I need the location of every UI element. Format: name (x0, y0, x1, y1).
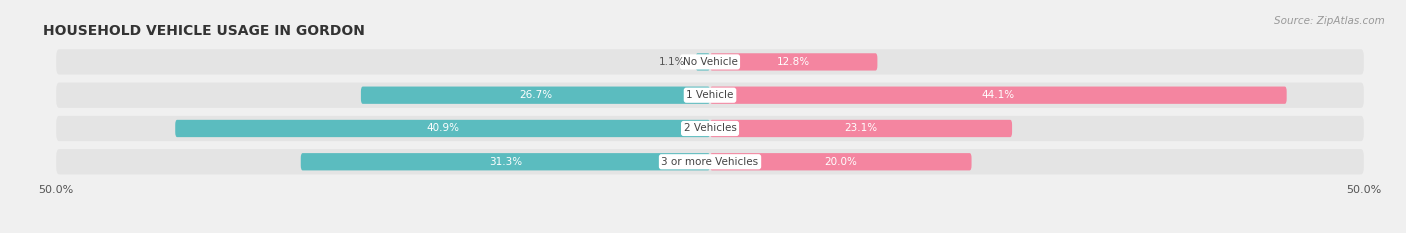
FancyBboxPatch shape (56, 116, 1364, 141)
Text: HOUSEHOLD VEHICLE USAGE IN GORDON: HOUSEHOLD VEHICLE USAGE IN GORDON (44, 24, 366, 38)
FancyBboxPatch shape (710, 86, 1286, 104)
Text: 26.7%: 26.7% (519, 90, 553, 100)
FancyBboxPatch shape (56, 49, 1364, 75)
FancyBboxPatch shape (56, 149, 1364, 175)
FancyBboxPatch shape (710, 120, 1012, 137)
FancyBboxPatch shape (710, 53, 877, 71)
FancyBboxPatch shape (361, 86, 710, 104)
Text: 20.0%: 20.0% (824, 157, 858, 167)
Text: 2 Vehicles: 2 Vehicles (683, 123, 737, 134)
Text: 1.1%: 1.1% (658, 57, 685, 67)
Text: 31.3%: 31.3% (489, 157, 522, 167)
Text: 23.1%: 23.1% (845, 123, 877, 134)
Text: 44.1%: 44.1% (981, 90, 1015, 100)
Text: 1 Vehicle: 1 Vehicle (686, 90, 734, 100)
FancyBboxPatch shape (176, 120, 710, 137)
FancyBboxPatch shape (696, 53, 710, 71)
FancyBboxPatch shape (710, 153, 972, 170)
Text: 40.9%: 40.9% (426, 123, 460, 134)
Text: No Vehicle: No Vehicle (682, 57, 738, 67)
FancyBboxPatch shape (301, 153, 710, 170)
FancyBboxPatch shape (56, 82, 1364, 108)
Text: 3 or more Vehicles: 3 or more Vehicles (661, 157, 759, 167)
Text: Source: ZipAtlas.com: Source: ZipAtlas.com (1274, 16, 1385, 26)
Text: 12.8%: 12.8% (778, 57, 810, 67)
